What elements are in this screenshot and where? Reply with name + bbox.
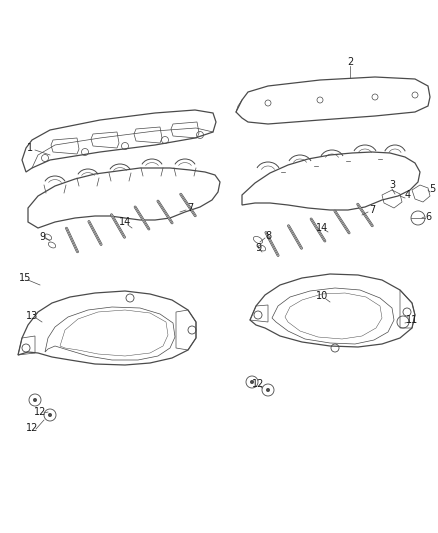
Text: 7: 7 — [369, 205, 375, 215]
Text: 1: 1 — [27, 143, 33, 153]
Text: 13: 13 — [26, 311, 38, 321]
Circle shape — [33, 398, 37, 402]
Text: 3: 3 — [389, 180, 395, 190]
Text: 5: 5 — [429, 184, 435, 194]
Text: 14: 14 — [316, 223, 328, 233]
Circle shape — [250, 380, 254, 384]
Text: 2: 2 — [347, 57, 353, 67]
Text: 15: 15 — [19, 273, 31, 283]
Text: 9: 9 — [39, 232, 45, 242]
Circle shape — [266, 388, 270, 392]
Circle shape — [48, 413, 52, 417]
Text: 7: 7 — [187, 203, 193, 213]
Text: 12: 12 — [34, 407, 46, 417]
Text: 4: 4 — [405, 190, 411, 200]
Text: 10: 10 — [316, 291, 328, 301]
Text: 12: 12 — [26, 423, 38, 433]
Text: 12: 12 — [252, 379, 264, 389]
Text: 14: 14 — [119, 217, 131, 227]
Text: 6: 6 — [425, 212, 431, 222]
Text: 9: 9 — [255, 243, 261, 253]
Text: 8: 8 — [265, 231, 271, 241]
Text: 11: 11 — [406, 315, 418, 325]
